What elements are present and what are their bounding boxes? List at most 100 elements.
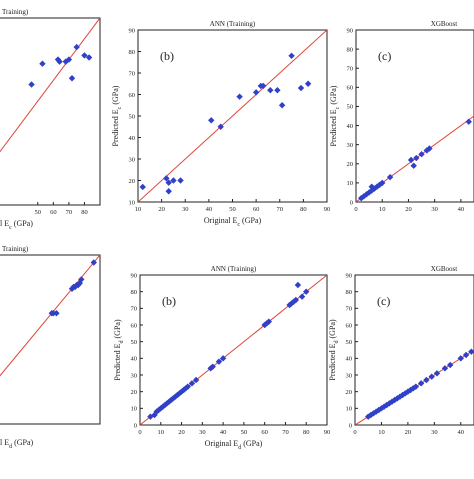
data-point: [426, 145, 433, 152]
y-tick-label: 70: [346, 306, 353, 313]
x-tick-label: 40: [458, 206, 465, 213]
panel-bottom-middle: 0 10 20 30 40 50 60 70 80 90 0 10 20 30 40 50 60 70 80 90 AN…: [113, 265, 330, 451]
y-tick-label: 80: [347, 46, 354, 53]
y-tick-label: 70: [129, 70, 136, 77]
y-tick-label: 0: [134, 422, 137, 429]
panel-title: Training): [2, 245, 29, 253]
x-tick-label: 80: [300, 206, 307, 213]
x-tick-label: 10: [378, 429, 385, 436]
data-point: [288, 52, 295, 59]
data-point: [163, 175, 170, 182]
y-axis-label: Predicted Ec (GPa): [111, 85, 123, 146]
data-point: [252, 89, 260, 96]
x-axis-label: l Ec (GPa): [0, 219, 33, 231]
plot-frame: [0, 17, 101, 206]
data-point: [81, 52, 88, 59]
y-tick-label: 40: [346, 356, 353, 363]
y-tick-label: 50: [129, 113, 136, 120]
data-point: [184, 383, 191, 390]
panel-top-left: 50 60 70 80 Training) l Ec (GPa): [0, 8, 101, 231]
data-point: [208, 117, 215, 124]
x-tick-label: 30: [431, 206, 438, 213]
y-tick-label: 90: [129, 27, 136, 34]
plot-area: [0, 255, 100, 377]
x-tick-label: 30: [431, 429, 438, 436]
plot-frame: [139, 274, 328, 426]
data-point: [177, 177, 184, 184]
plot-area: [138, 30, 327, 202]
x-axis-label: l Ed (GPa): [0, 438, 34, 450]
plot-area: [140, 275, 327, 425]
data-point: [165, 179, 172, 186]
panel-bottom-left: Training) l Ed (GPa): [0, 245, 101, 450]
y-tick-label: 30: [129, 156, 136, 163]
x-tick-label: 40: [458, 429, 465, 436]
x-tick-label: 60: [253, 206, 260, 213]
y-axis-label: Predicted Ed (GPa): [328, 319, 340, 381]
ideal-fit-line: [0, 255, 100, 377]
data-point: [219, 355, 227, 362]
x-tick-label: 20: [178, 429, 185, 436]
data-point: [407, 156, 415, 164]
data-point: [260, 82, 267, 90]
data-point: [73, 43, 80, 51]
x-tick-label: 60: [50, 209, 57, 216]
data-point: [53, 310, 60, 317]
plot-frame: [0, 254, 101, 425]
plot-frame: [355, 29, 474, 203]
data-point: [163, 400, 171, 407]
data-point: [423, 376, 430, 384]
plot-area: [0, 18, 100, 153]
x-tick-label: 20: [405, 429, 412, 436]
x-tick-label: 40: [220, 429, 227, 436]
y-tick-label: 90: [131, 272, 138, 279]
y-tick-label: 20: [347, 161, 354, 168]
x-tick-label: 50: [241, 429, 248, 436]
data-point: [39, 60, 46, 67]
y-tick-label: 40: [131, 356, 138, 363]
data-point: [294, 281, 302, 289]
x-tick-label: 70: [277, 206, 284, 213]
y-tick-label: 60: [347, 85, 354, 92]
y-axis-label: Predicted Ed (GPa): [113, 319, 125, 381]
y-tick-label: 90: [347, 27, 354, 34]
y-tick-label: 10: [131, 406, 138, 413]
y-tick-label: 30: [347, 142, 354, 149]
panel-title: XGBoost: [431, 20, 458, 28]
data-point: [433, 370, 441, 377]
y-tick-label: 10: [129, 199, 136, 206]
data-point: [292, 296, 300, 304]
data-point: [217, 123, 224, 130]
data-point: [236, 93, 243, 100]
data-point: [180, 386, 187, 394]
x-tick-label: 80: [303, 429, 310, 436]
x-axis-label: Original Ed (GPa): [205, 439, 263, 451]
x-tick-label: 70: [282, 429, 289, 436]
y-tick-label: 40: [347, 123, 354, 130]
data-point: [265, 318, 273, 325]
data-point: [303, 288, 310, 295]
x-tick-label: 50: [229, 206, 236, 213]
data-point: [188, 380, 196, 387]
ideal-fit-line: [0, 18, 100, 153]
y-tick-label: 50: [131, 339, 138, 346]
data-point: [413, 154, 420, 162]
data-point: [278, 102, 286, 109]
panel-title: ANN (Training): [211, 265, 257, 273]
data-point: [417, 380, 425, 387]
panel-top-middle: 10 20 30 40 50 60 70 80 90 10 20 30 40 50 60 70 80 90 ANN …: [111, 20, 330, 228]
panel-letter: (b): [162, 294, 176, 308]
data-point: [304, 80, 312, 87]
data-point: [428, 373, 435, 380]
y-tick-label: 0: [349, 422, 352, 429]
y-tick-label: 20: [129, 178, 136, 185]
y-tick-label: 70: [131, 306, 138, 313]
ideal-fit-line: [138, 30, 327, 202]
y-tick-label: 90: [346, 272, 353, 279]
data-point: [170, 395, 177, 402]
y-tick-label: 20: [346, 389, 353, 396]
x-tick-label: 70: [66, 209, 73, 216]
y-tick-label: 50: [347, 104, 354, 111]
y-tick-label: 80: [129, 49, 136, 56]
